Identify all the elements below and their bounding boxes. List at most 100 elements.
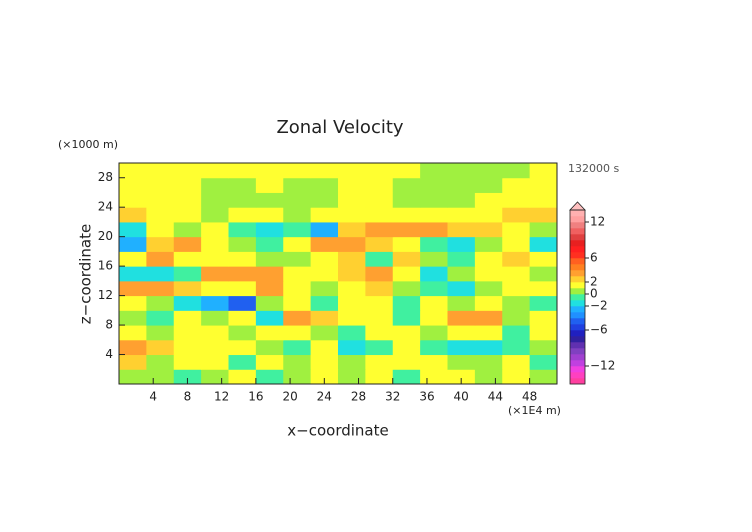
colorbar-tick-label: 2 [590, 275, 598, 289]
contour-cell [420, 354, 448, 370]
contour-field [119, 163, 558, 385]
x-tick-label: 20 [282, 390, 297, 404]
contour-cell [146, 369, 175, 385]
contour-cell [201, 221, 229, 238]
contour-cell [392, 280, 421, 297]
contour-cell [474, 310, 503, 326]
contour-cell [502, 280, 531, 297]
contour-cell [255, 266, 284, 282]
contour-cell [338, 207, 366, 223]
contour-cell [365, 310, 394, 326]
contour-cell [392, 163, 421, 179]
x-tick-label: 40 [454, 390, 469, 404]
x-tick-label: 32 [385, 390, 400, 404]
colorbar-band [570, 234, 585, 241]
contour-cell [173, 163, 202, 179]
contour-cell [338, 251, 366, 267]
colorbar-band [570, 342, 585, 349]
contour-cell [119, 354, 147, 370]
contour-cell [474, 354, 503, 370]
contour-cell [201, 177, 229, 193]
contour-cell [310, 251, 339, 267]
colorbar-band [570, 282, 585, 289]
colorbar-band [570, 366, 585, 373]
contour-cell [529, 339, 558, 356]
contour-cell [474, 177, 503, 193]
y-tick-label: 4 [105, 347, 113, 361]
contour-cell [474, 236, 503, 252]
contour-cell [420, 192, 448, 208]
contour-cell [201, 310, 229, 326]
contour-cell [310, 369, 339, 385]
contour-cell [119, 310, 147, 326]
contour-cell [502, 221, 531, 238]
contour-cell [529, 310, 558, 326]
contour-cell [146, 236, 175, 252]
contour-cell [119, 280, 147, 297]
contour-cell [255, 207, 284, 223]
contour-cell [228, 266, 257, 282]
contour-cell [283, 236, 312, 252]
colorbar-band [570, 264, 585, 271]
contour-cell [338, 192, 366, 208]
contour-cell [146, 325, 175, 341]
contour-cell [365, 236, 394, 252]
contour-cell [173, 339, 202, 356]
contour-cell [283, 310, 312, 326]
y-tick-label: 28 [98, 170, 113, 184]
contour-cell [255, 369, 284, 385]
contour-cell [119, 295, 147, 311]
contour-cell [119, 339, 147, 356]
contour-cell [310, 163, 339, 179]
time-label: 132000 s [568, 162, 619, 175]
contour-cell [420, 369, 448, 385]
colorbar-extend [569, 201, 586, 211]
contour-cell [310, 221, 339, 238]
contour-cell [201, 251, 229, 267]
contour-cell [201, 369, 229, 385]
contour-cell [365, 295, 394, 311]
contour-cell [228, 192, 257, 208]
colorbar-tick-label: −6 [590, 323, 608, 337]
contour-cell [146, 251, 175, 267]
colorbar-band [570, 288, 585, 295]
colorbar-band [570, 210, 585, 217]
contour-cell [146, 221, 175, 238]
contour-cell [119, 177, 147, 193]
colorbar-band [570, 216, 585, 223]
contour-cell [201, 192, 229, 208]
contour-cell [173, 369, 202, 385]
contour-cell [474, 207, 503, 223]
contour-cell [502, 251, 531, 267]
contour-cell [502, 310, 531, 326]
contour-cell [338, 369, 366, 385]
contour-cell [338, 236, 366, 252]
contour-cell [228, 310, 257, 326]
contour-cell [365, 339, 394, 356]
contour-cell [474, 369, 503, 385]
contour-cell [283, 192, 312, 208]
contour-cell [228, 280, 257, 297]
contour-cell [255, 325, 284, 341]
contour-cell [392, 251, 421, 267]
contour-cell [447, 207, 476, 223]
contour-cell [365, 266, 394, 282]
contour-cell [392, 325, 421, 341]
y-tick-label: 20 [98, 229, 113, 243]
contour-cell [420, 163, 448, 179]
contour-cell [502, 192, 531, 208]
contour-cell [173, 177, 202, 193]
contour-cell [529, 163, 558, 179]
contour-cell [310, 280, 339, 297]
colorbar-band [570, 258, 585, 265]
colorbar-band [570, 294, 585, 301]
x-tick-label: 16 [248, 390, 263, 404]
contour-cell [392, 339, 421, 356]
contour-cell [310, 325, 339, 341]
contour-cell [502, 339, 531, 356]
contour-cell [529, 207, 558, 223]
contour-cell [201, 207, 229, 223]
colorbar-band [570, 330, 585, 337]
y-tick-label: 8 [105, 318, 113, 332]
contour-cell [228, 251, 257, 267]
